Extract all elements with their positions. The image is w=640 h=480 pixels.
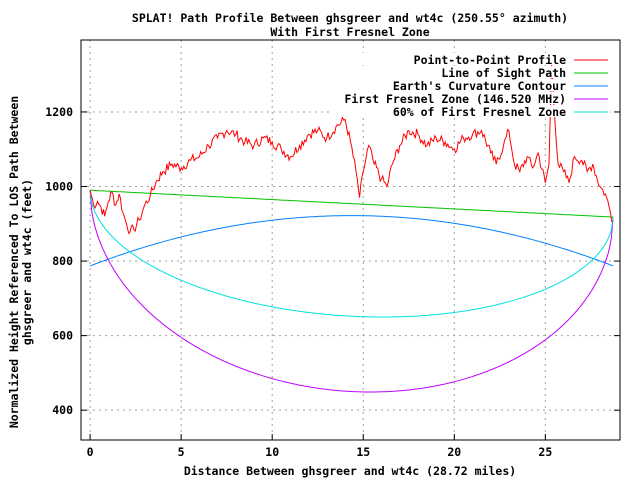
- legend-bg: [330, 66, 610, 78]
- x-tick-label: 5: [178, 445, 185, 459]
- plot-frame: [80, 39, 621, 441]
- y-tick-label: 600: [52, 329, 73, 343]
- y-tick-label: 1200: [45, 105, 73, 119]
- y-tick-label: 400: [52, 403, 73, 417]
- x-tick-label: 0: [87, 445, 94, 459]
- legend-label: 60% of First Fresnel Zone: [393, 105, 566, 119]
- y-tick-label: 1000: [45, 180, 73, 194]
- fresnel-zone-line: [89, 190, 614, 393]
- fresnel-60-line: [89, 190, 614, 318]
- legend-bg: [330, 105, 610, 117]
- x-axis-label: Distance Between ghsgreer and wt4c (28.7…: [184, 464, 516, 478]
- legend-label: Line of Sight Path: [441, 66, 566, 80]
- plot-lines: [89, 63, 614, 393]
- x-tick-label: 25: [538, 445, 552, 459]
- y-axis-label-line1: Normalized Height Referenced To LOS Path…: [7, 96, 21, 428]
- legend-bg: [330, 79, 610, 91]
- legend-bg: [330, 92, 610, 104]
- x-tick-label: 10: [265, 445, 279, 459]
- legend-label: Earth's Curvature Contour: [393, 79, 566, 93]
- x-tick-label: 20: [447, 445, 461, 459]
- legend-label: First Fresnel Zone (146.520 MHz): [344, 92, 566, 106]
- legend-label: Point-to-Point Profile: [414, 53, 566, 67]
- chart-title: SPLAT! Path Profile Between ghsgreer and…: [132, 11, 568, 25]
- terrain-profile-line: [89, 63, 614, 235]
- y-axis-label-line2: ghsgreer and wt4c (feet): [20, 179, 34, 345]
- axis-ticks: 0 5 10 15 20 25 400 600 800 1000 1200: [45, 105, 620, 459]
- chart-subtitle: With First Fresnel Zone: [270, 25, 429, 39]
- x-tick-label: 15: [356, 445, 370, 459]
- earth-curvature-line: [89, 215, 614, 267]
- line-of-sight-line: [90, 189, 614, 218]
- legend-bg: [330, 53, 610, 65]
- y-tick-label: 800: [52, 254, 73, 268]
